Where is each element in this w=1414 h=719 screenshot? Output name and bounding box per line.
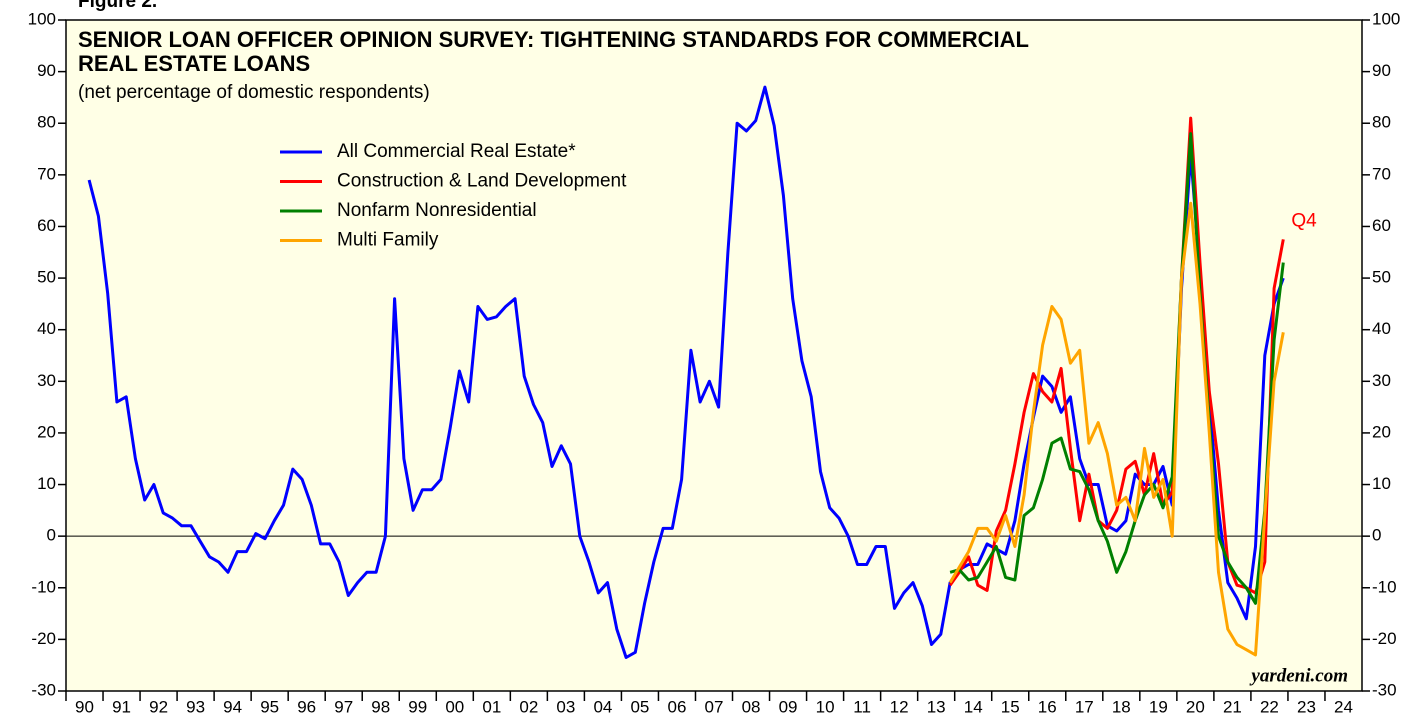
y-tick-label: 70 [37,164,56,183]
x-tick-label: 04 [593,697,612,716]
chart-title: REAL ESTATE LOANS [78,51,310,76]
x-tick-label: 05 [630,697,649,716]
series-line [948,201,1285,657]
x-tick-label: 17 [1075,697,1094,716]
source: yardeni.com [1249,665,1348,686]
x-tick-label: 02 [519,697,538,716]
x-tick-label: 00 [445,697,464,716]
y-tick-label: 80 [37,113,56,132]
x-tick-label: 11 [853,697,871,716]
y-tick-label: 10 [37,474,56,493]
y2-tick-label: -20 [1372,629,1397,648]
x-tick-label: 15 [1001,697,1020,716]
annotation: Q4 [1291,210,1317,231]
x-tick-label: 16 [1038,697,1057,716]
x-tick-label: 09 [779,697,798,716]
y2-tick-label: 20 [1372,422,1391,441]
plot-area [65,19,1363,692]
y-tick-label: 20 [37,422,56,441]
legend-label: Construction & Land Development [337,171,627,192]
y2-tick-label: 100 [1372,9,1400,28]
x-tick-label: 91 [112,697,131,716]
x-tick-label: 99 [408,697,427,716]
y-tick-label: 100 [28,9,56,28]
x-tick-label: 12 [890,697,909,716]
chart-title: SENIOR LOAN OFFICER OPINION SURVEY: TIGH… [78,27,1029,52]
y2-tick-label: 10 [1372,474,1391,493]
y2-tick-label: 0 [1372,526,1381,545]
figure-label: Figure 2. [78,0,157,12]
x-tick-label: 13 [927,697,946,716]
y2-tick-label: -10 [1372,577,1397,596]
y-tick-label: 60 [37,216,56,235]
x-tick-label: 95 [260,697,279,716]
x-tick-label: 96 [297,697,316,716]
y2-tick-label: 80 [1372,113,1391,132]
x-tick-label: 14 [964,697,983,716]
x-tick-label: 98 [371,697,390,716]
series-line [949,132,1285,605]
chart-subtitle: (net percentage of domestic respondents) [78,82,430,103]
x-tick-label: 90 [75,697,94,716]
y-tick-label: 0 [47,526,56,545]
series-line [87,85,1285,659]
x-tick-label: 24 [1334,697,1353,716]
legend-label: Nonfarm Nonresidential [337,200,537,221]
x-tick-label: 06 [668,697,687,716]
y2-tick-label: 90 [1372,61,1391,80]
y2-tick-label: 50 [1372,268,1391,287]
y-tick-label: 50 [37,268,56,287]
y2-tick-label: 40 [1372,319,1391,338]
x-tick-label: 01 [482,697,501,716]
legend-label: Multi Family [337,230,439,251]
y-tick-label: -30 [31,680,56,699]
y2-tick-label: 70 [1372,164,1391,183]
x-tick-label: 92 [149,697,168,716]
y2-tick-label: 30 [1372,371,1391,390]
y-tick-label: -20 [31,629,56,648]
x-tick-label: 03 [556,697,575,716]
x-tick-label: 94 [223,697,242,716]
x-tick-label: 21 [1223,697,1242,716]
x-tick-label: 23 [1297,697,1316,716]
x-tick-label: 07 [705,697,724,716]
legend-label: All Commercial Real Estate* [337,141,576,162]
x-tick-label: 97 [334,697,353,716]
x-tick-label: 93 [186,697,205,716]
y2-tick-label: -30 [1372,680,1397,699]
y-tick-label: 40 [37,319,56,338]
x-tick-label: 22 [1260,697,1279,716]
x-tick-label: 10 [816,697,835,716]
y-tick-label: 30 [37,371,56,390]
x-tick-label: 20 [1186,697,1205,716]
y-tick-label: 90 [37,61,56,80]
y2-tick-label: 60 [1372,216,1391,235]
x-tick-label: 08 [742,697,761,716]
y-tick-label: -10 [31,577,56,596]
x-tick-label: 18 [1112,697,1131,716]
x-tick-label: 19 [1149,697,1168,716]
